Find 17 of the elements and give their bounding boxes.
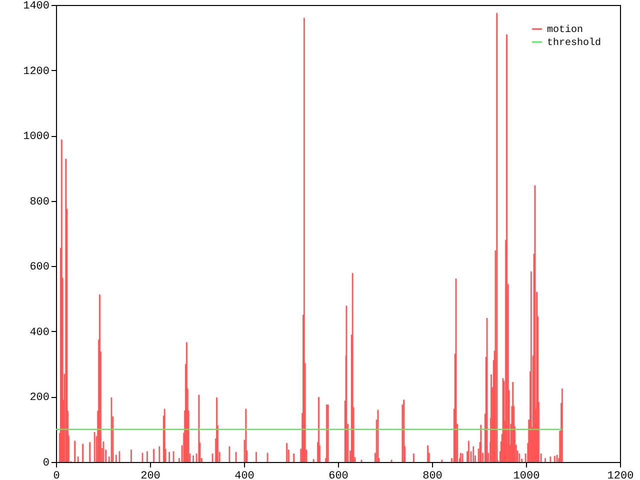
y-tick-label: 200 [30, 392, 50, 404]
y-tick-label: 1200 [23, 66, 50, 78]
y-tick-label: 600 [30, 262, 50, 274]
x-tick-label: 1000 [513, 470, 540, 480]
y-tick-label: 0 [42, 458, 50, 470]
legend-label: motion [547, 24, 584, 36]
legend-label: threshold [547, 37, 602, 49]
x-tick-label: 1200 [607, 470, 634, 480]
x-tick-label: 800 [422, 470, 442, 480]
y-tick-label: 400 [30, 326, 50, 339]
y-tick-label: 1000 [23, 131, 50, 144]
x-tick-label: 600 [328, 470, 348, 480]
y-tick-label: 800 [30, 196, 50, 208]
x-tick-label: 400 [234, 470, 254, 480]
y-tick-label: 1400 [23, 0, 50, 12]
x-tick-label: 0 [53, 470, 60, 480]
x-tick-label: 200 [140, 470, 160, 480]
